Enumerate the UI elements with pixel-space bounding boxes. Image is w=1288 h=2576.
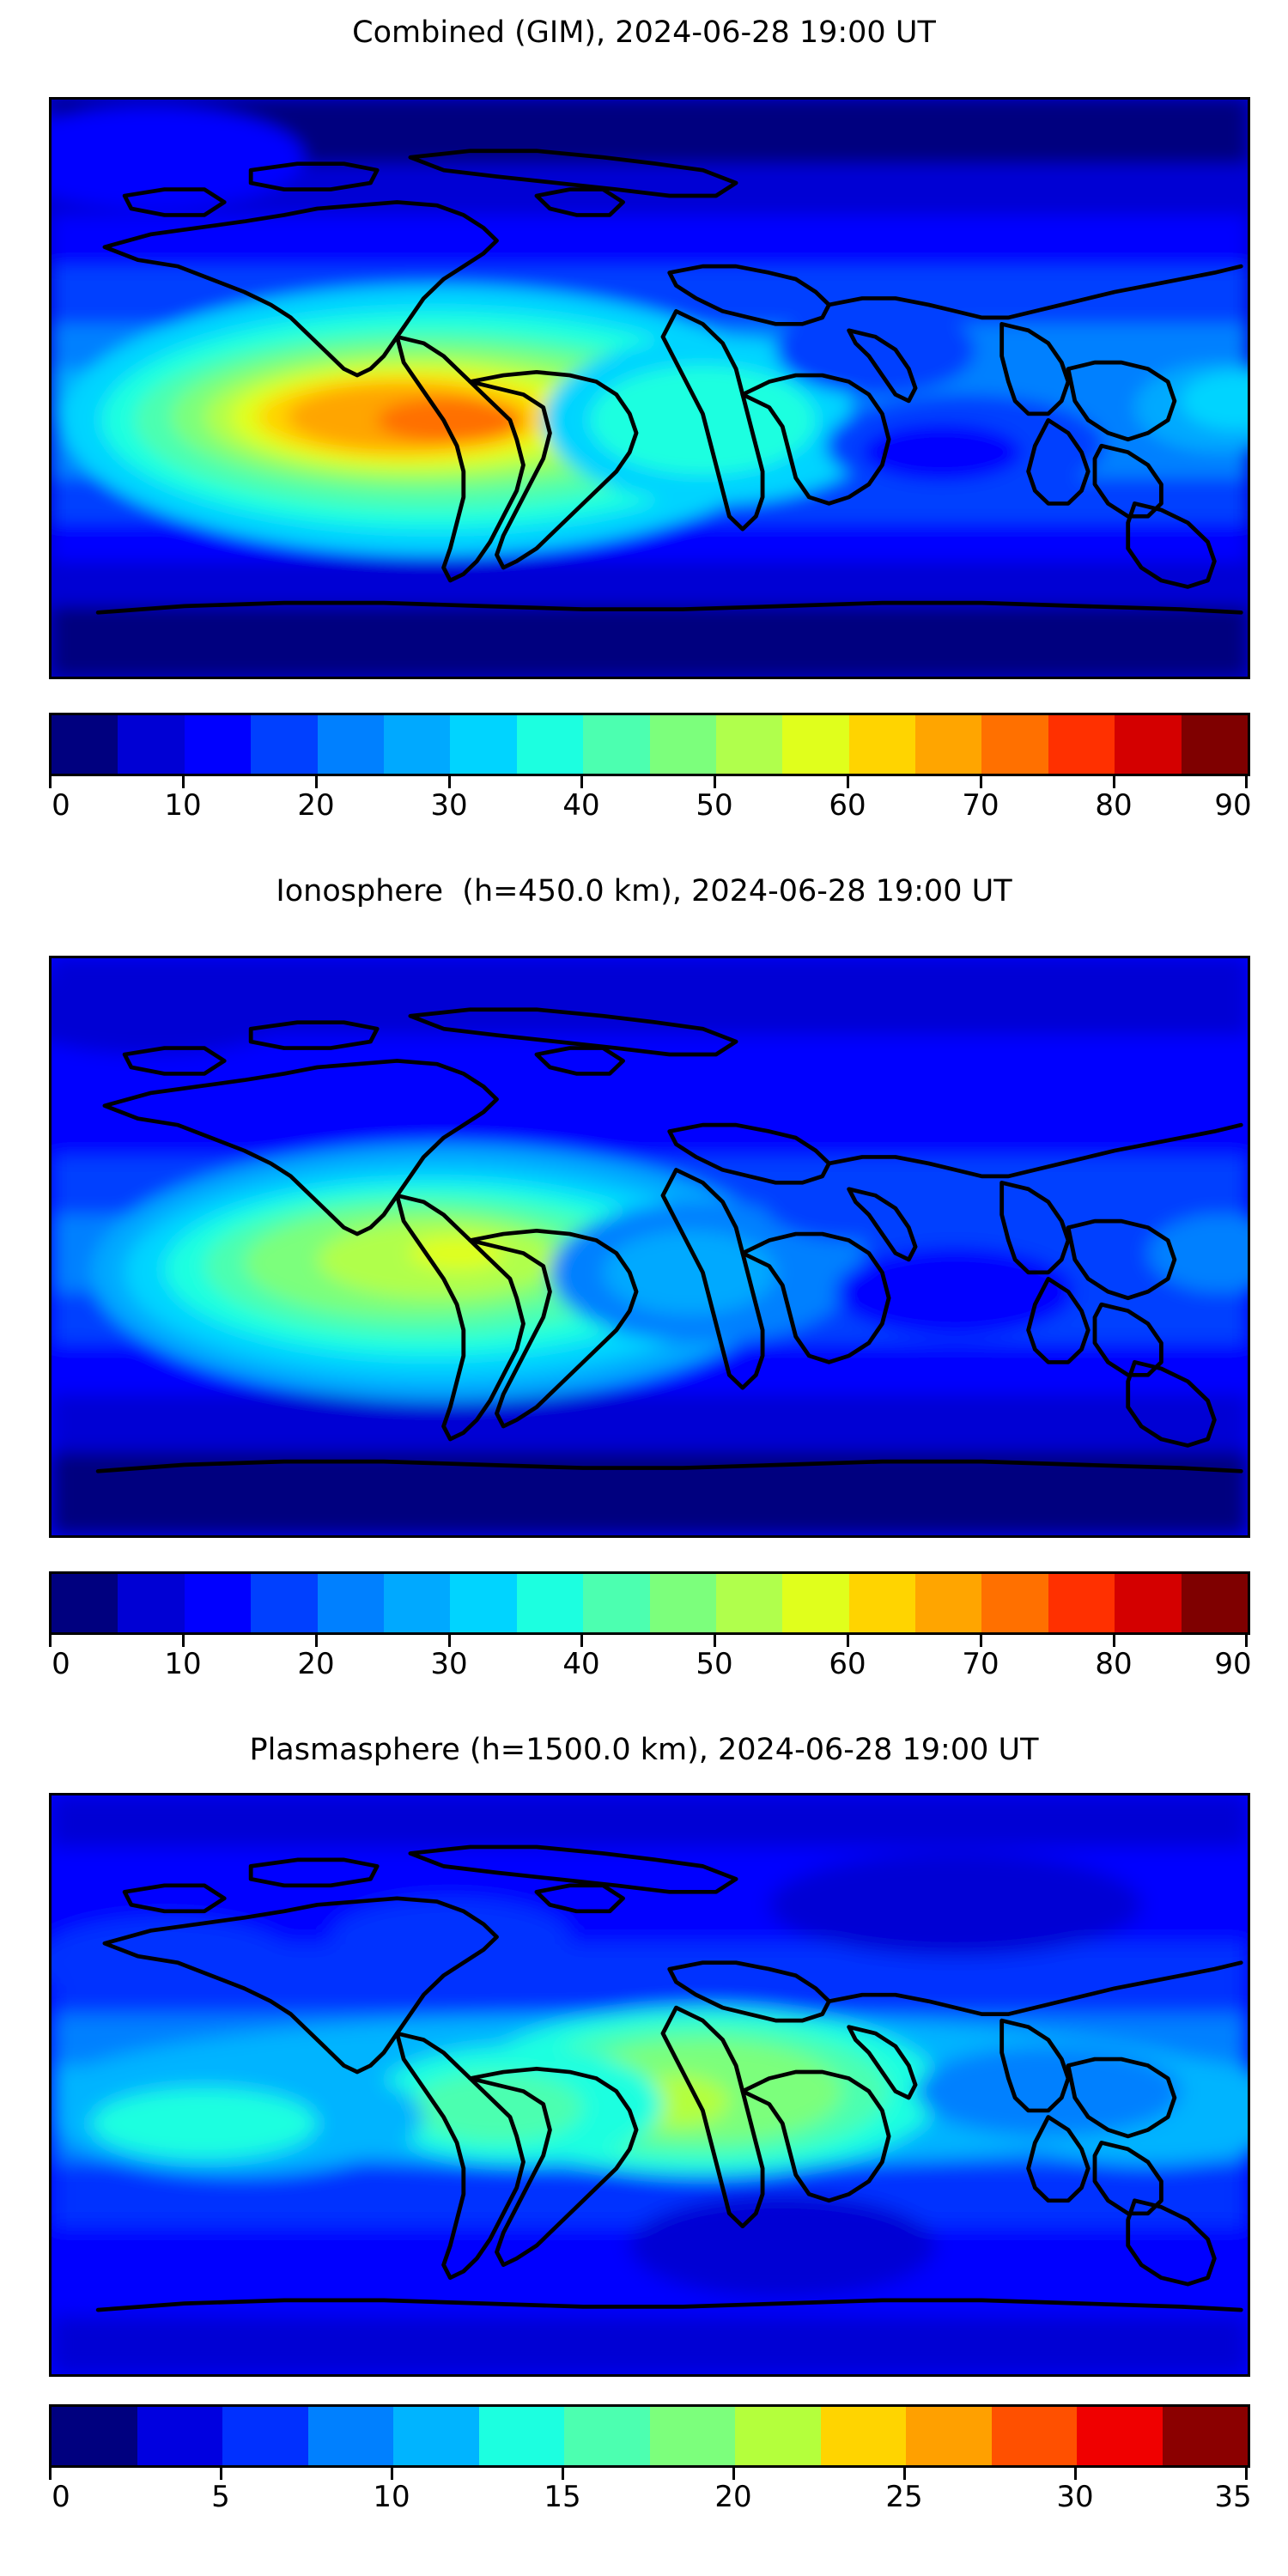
cbar-tick-label: 0: [52, 788, 70, 823]
cbar-tick-label: 30: [430, 788, 468, 823]
cbar-tick-label: 20: [297, 788, 335, 823]
map-plasmasphere: [49, 1793, 1250, 2377]
cbar-tick-label: 90: [1214, 788, 1252, 823]
colorbar-labels-combined: 0 10 20 30 40 50 60 70 80 90: [49, 788, 1252, 828]
map-canvas-combined: [52, 100, 1248, 677]
cbar-tick-label: 50: [696, 788, 733, 823]
colorbar-gradient-ionosphere: [49, 1571, 1250, 1635]
cbar-tick-label: 10: [373, 2480, 410, 2514]
map-canvas-ionosphere: [52, 958, 1248, 1535]
panel-title-plasmasphere: Plasmasphere (h=1500.0 km), 2024-06-28 1…: [249, 1733, 1039, 1767]
cbar-tick-label: 90: [1214, 1647, 1252, 1681]
colorbar-gradient-plasmasphere: [49, 2404, 1250, 2468]
colorbar-ionosphere: 0 10 20 30 40 50 60 70 80 90: [49, 1571, 1252, 1686]
colorbar-ticks-combined: [49, 776, 1250, 788]
colorbar-gradient-combined: [49, 713, 1250, 776]
cbar-tick-label: 30: [430, 1647, 468, 1681]
colorbar-combined: 0 10 20 30 40 50 60 70 80 90: [49, 713, 1252, 828]
colorbar-labels-plasmasphere: 0 5 10 15 20 25 30 35: [49, 2480, 1252, 2519]
cbar-tick-label: 10: [164, 1647, 202, 1681]
cbar-tick-label: 50: [696, 1647, 733, 1681]
cbar-tick-label: 40: [562, 788, 600, 823]
cbar-tick-label: 80: [1095, 1647, 1133, 1681]
panel-combined-gim: Combined (GIM), 2024-06-28 19:00 UT: [0, 0, 1288, 859]
cbar-tick-label: 70: [962, 788, 999, 823]
cbar-tick-label: 0: [52, 2480, 70, 2514]
colorbar-labels-ionosphere: 0 10 20 30 40 50 60 70 80 90: [49, 1647, 1252, 1686]
map-canvas-plasmasphere: [52, 1795, 1248, 2374]
map-ionosphere: [49, 956, 1250, 1538]
cbar-tick-label: 30: [1056, 2480, 1094, 2514]
map-combined-gim: [49, 97, 1250, 679]
cbar-tick-label: 35: [1214, 2480, 1252, 2514]
cbar-tick-label: 0: [52, 1647, 70, 1681]
colorbar-ticks-plasmasphere: [49, 2468, 1250, 2480]
cbar-tick-label: 20: [714, 2480, 752, 2514]
panel-title-ionosphere: Ionosphere (h=450.0 km), 2024-06-28 19:0…: [276, 874, 1012, 908]
cbar-tick-label: 70: [962, 1647, 999, 1681]
colorbar-ticks-ionosphere: [49, 1635, 1250, 1647]
panel-ionosphere: Ionosphere (h=450.0 km), 2024-06-28 19:0…: [0, 859, 1288, 1717]
panel-title-combined: Combined (GIM), 2024-06-28 19:00 UT: [352, 15, 936, 50]
cbar-tick-label: 60: [829, 1647, 866, 1681]
cbar-tick-label: 60: [829, 788, 866, 823]
cbar-tick-label: 25: [885, 2480, 923, 2514]
cbar-tick-label: 40: [562, 1647, 600, 1681]
cbar-tick-label: 20: [297, 1647, 335, 1681]
panel-plasmasphere: Plasmasphere (h=1500.0 km), 2024-06-28 1…: [0, 1717, 1288, 2576]
cbar-tick-label: 80: [1095, 788, 1133, 823]
cbar-tick-label: 10: [164, 788, 202, 823]
cbar-tick-label: 5: [211, 2480, 230, 2514]
cbar-tick-label: 15: [544, 2480, 581, 2514]
colorbar-plasmasphere: 0 5 10 15 20 25 30 35: [49, 2404, 1252, 2519]
